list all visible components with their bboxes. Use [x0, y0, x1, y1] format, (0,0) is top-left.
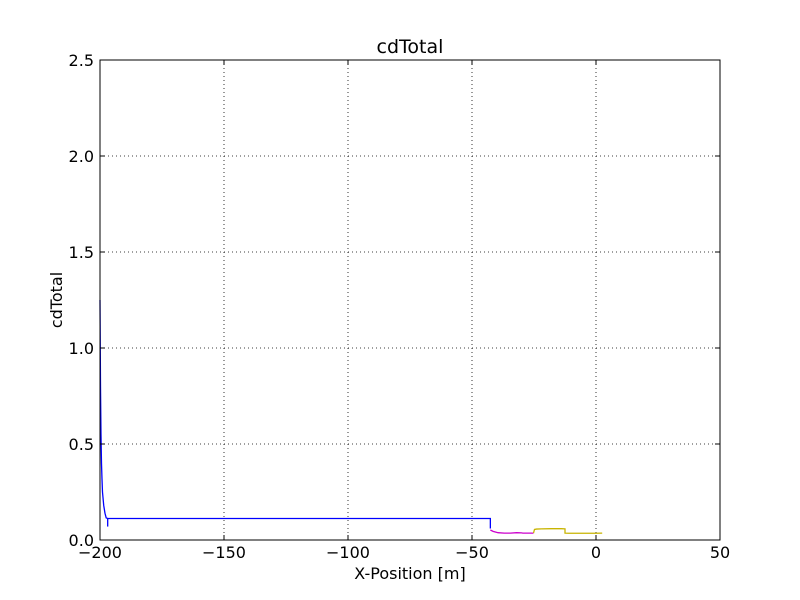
y-axis-label: cdTotal: [47, 272, 66, 328]
axis-ticks: [99, 59, 721, 541]
grid-lines: [100, 60, 720, 540]
plot-frame: [99, 59, 721, 541]
x-tick-label: −150: [202, 543, 246, 562]
y-tick-label: 0.0: [69, 531, 94, 550]
y-tick-labels: 0.0 0.5 1.0 1.5 2.0 2.5: [69, 51, 94, 550]
x-tick-label: 50: [710, 543, 730, 562]
y-tick-label: 1.0: [69, 339, 94, 358]
plot-series: [99, 299, 603, 534]
x-tick-label: 0: [591, 543, 601, 562]
x-tick-label: −200: [78, 543, 122, 562]
y-tick-label: 2.5: [69, 51, 94, 70]
series-line-3: [532, 528, 603, 534]
y-tick-label: 2.0: [69, 147, 94, 166]
x-tick-label: −50: [455, 543, 489, 562]
x-tick-labels: −200 −150 −100 −50 0 50: [78, 543, 730, 562]
y-tick-label: 1.5: [69, 243, 94, 262]
x-tick-label: −100: [326, 543, 370, 562]
y-tick-label: 0.5: [69, 435, 94, 454]
series-line-2: [490, 529, 534, 534]
chart-title: cdTotal: [377, 36, 444, 58]
x-axis-label: X-Position [m]: [354, 564, 465, 583]
series-line-0: [99, 299, 492, 529]
